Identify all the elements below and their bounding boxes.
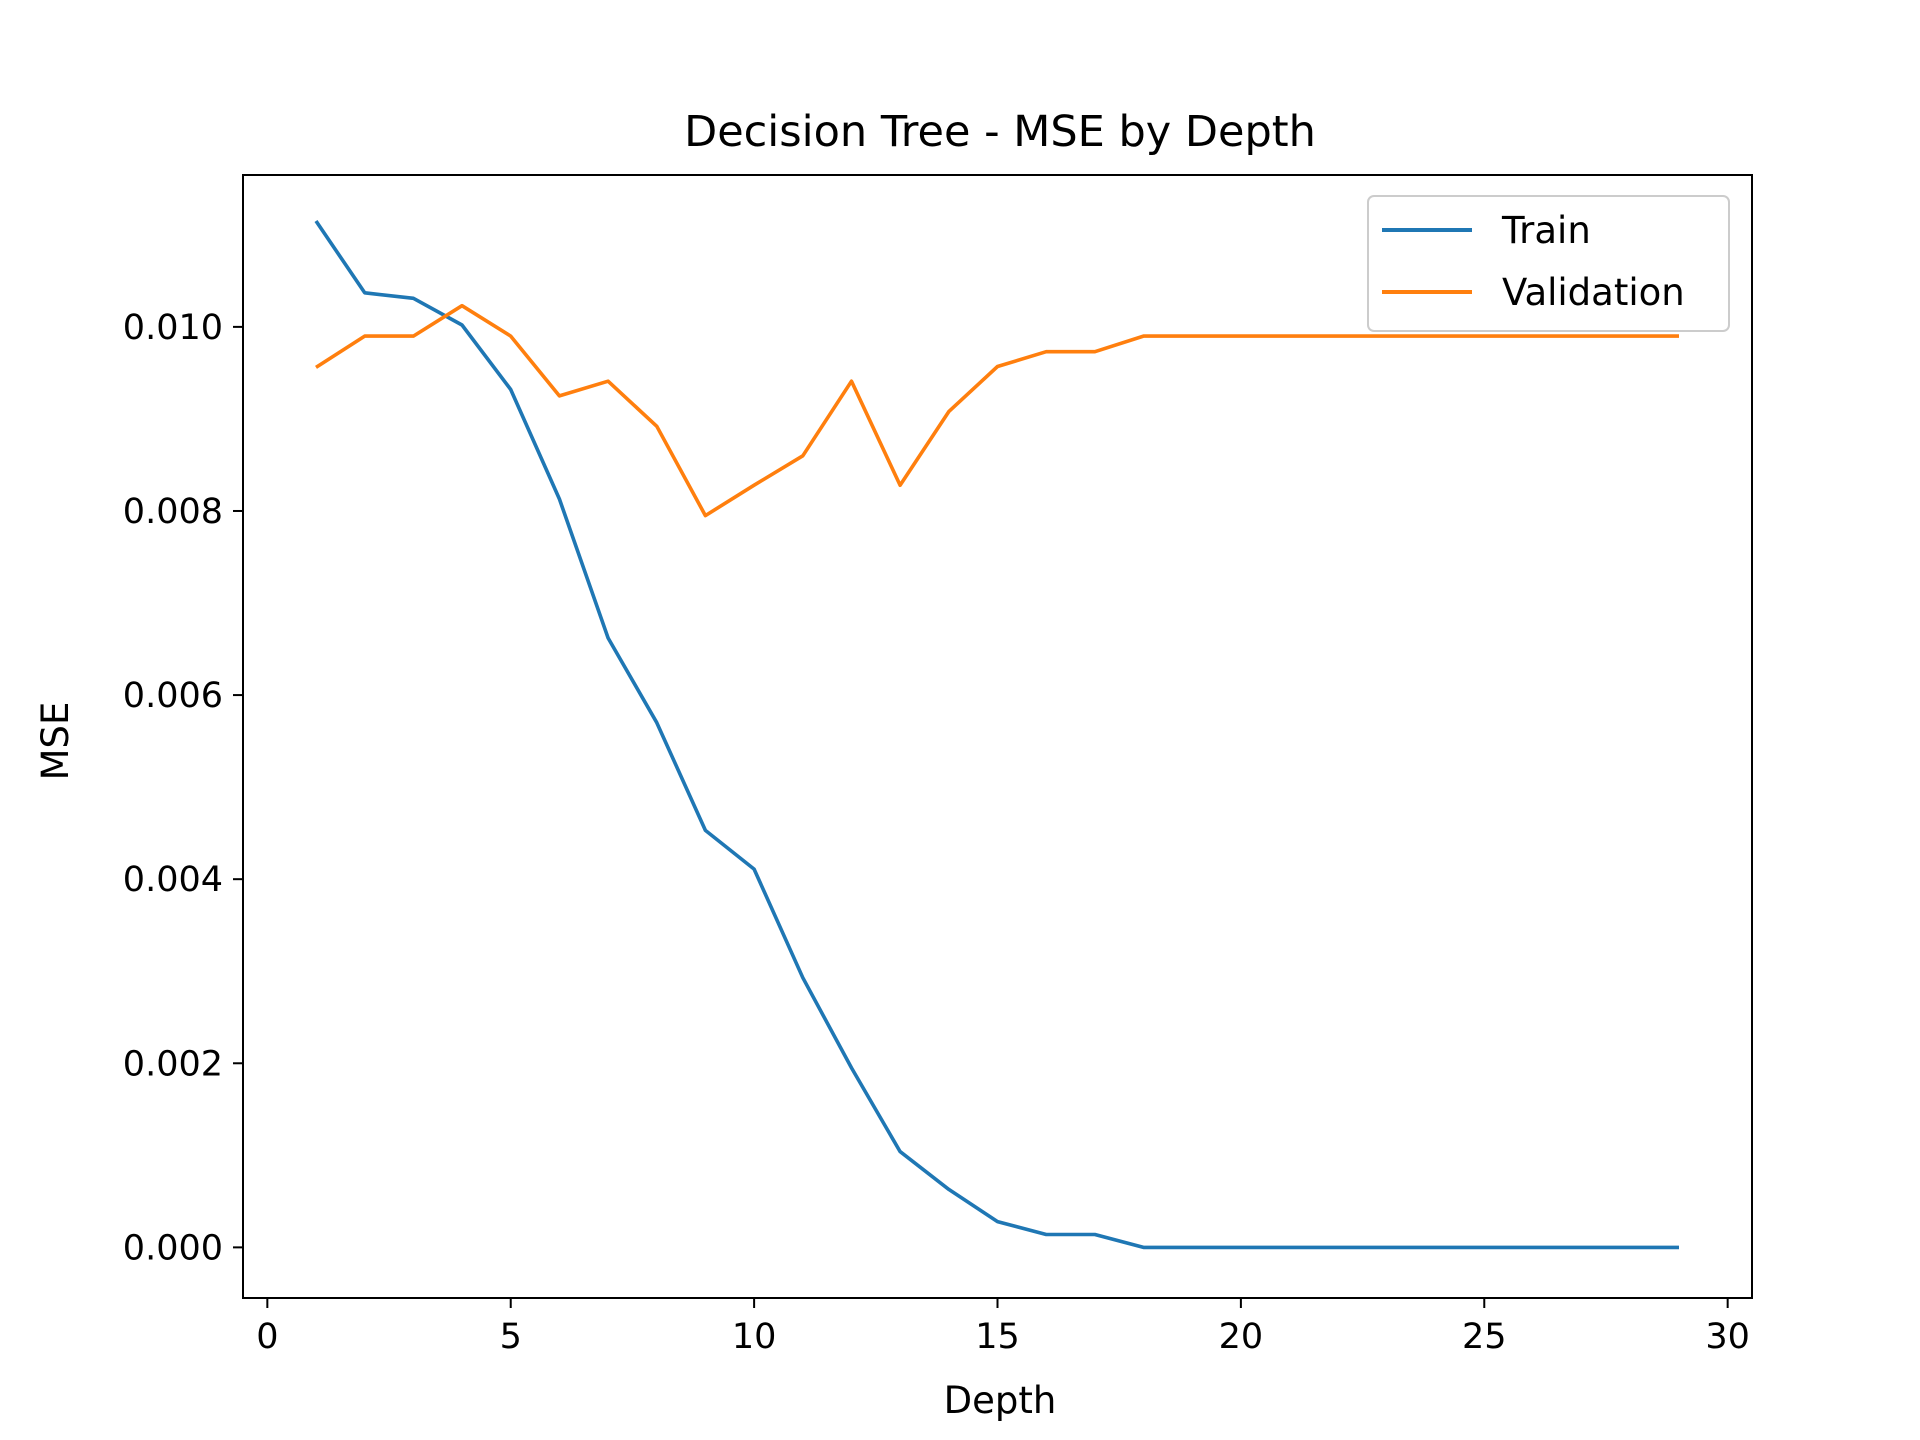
x-tick-label: 15 bbox=[975, 1317, 1020, 1357]
y-tick-label: 0.002 bbox=[123, 1044, 223, 1084]
x-tick-label: 0 bbox=[256, 1317, 278, 1357]
x-tick-label: 30 bbox=[1705, 1317, 1750, 1357]
y-tick-label: 0.004 bbox=[123, 860, 223, 900]
legend-label-train: Train bbox=[1501, 209, 1591, 252]
legend-label-validation: Validation bbox=[1502, 271, 1685, 314]
x-tick-label: 5 bbox=[500, 1317, 522, 1357]
y-tick-label: 0.008 bbox=[123, 492, 223, 532]
series-line-train bbox=[314, 219, 1679, 1250]
plot-area: 0 5 10 15 20 25 30 0.000 0.002 0.004 0.006 0.008 0.0… bbox=[123, 174, 1753, 1357]
x-tick-label: 25 bbox=[1462, 1317, 1507, 1357]
y-tick-label: 0.010 bbox=[123, 308, 223, 348]
y-axis-label: MSE bbox=[34, 702, 77, 781]
y-tick-label: 0.006 bbox=[123, 676, 223, 716]
y-tick-label: 0.000 bbox=[123, 1228, 223, 1268]
x-axis-label: Depth bbox=[944, 1379, 1057, 1422]
legend: Train Validation bbox=[1367, 195, 1730, 332]
series-line-validation bbox=[315, 303, 1679, 518]
x-tick-label: 10 bbox=[732, 1317, 777, 1357]
x-tick-label: 20 bbox=[1219, 1317, 1264, 1357]
chart-title: Decision Tree - MSE by Depth bbox=[684, 107, 1316, 157]
